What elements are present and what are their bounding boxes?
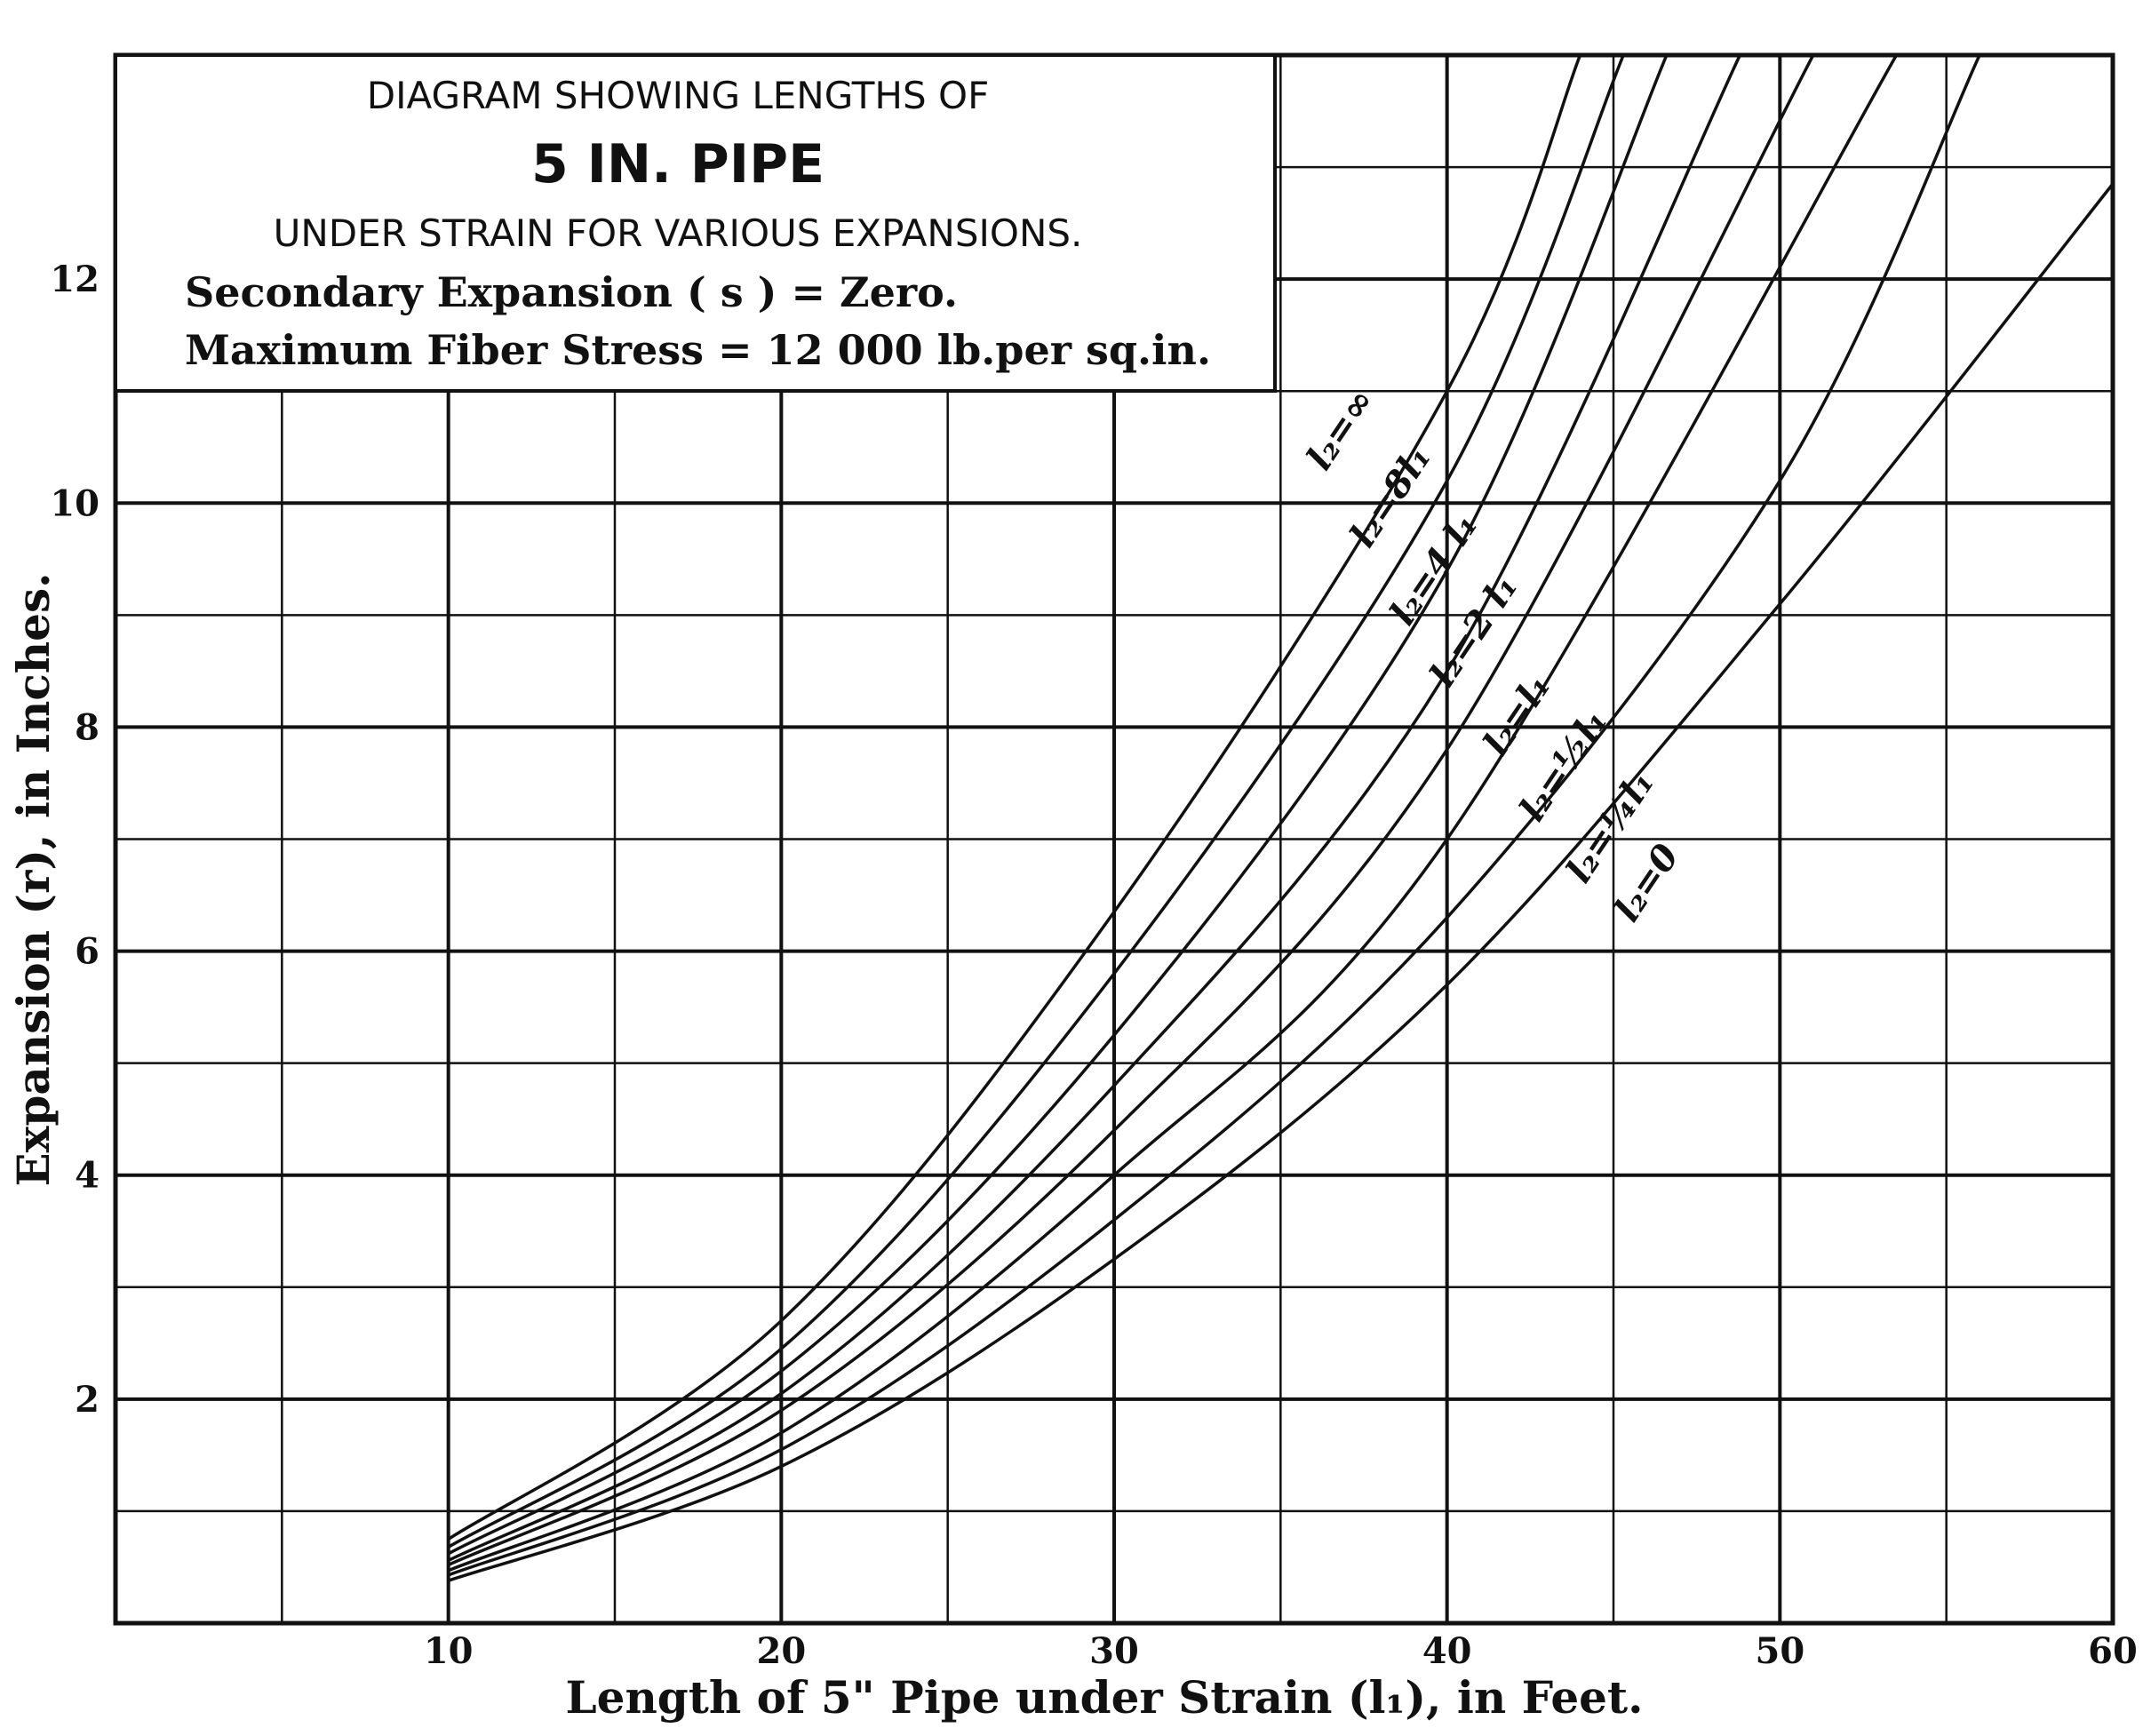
tick-labels: 10 20 30 40 50 60 2 4 6 8 10 12 [50,259,2138,1672]
series-line-5 [448,55,1899,1573]
y-tick-label: 6 [75,931,100,973]
curves [447,55,2113,1582]
x-tick-label: 30 [1089,1630,1139,1672]
series-line-7 [448,182,2113,1582]
x-tick-label: 40 [1422,1630,1472,1672]
x-tick-label: 20 [756,1630,806,1672]
title-line-5: Maximum Fiber Stress = 12 000 lb.per sq.… [185,326,1211,374]
series-line-6 [448,55,1981,1577]
title-line-2: 5 IN. PIPE [531,133,825,195]
title-box [114,53,1277,393]
x-tick-label: 60 [2088,1630,2138,1672]
series-line-2 [447,55,1669,1556]
y-axis-title: Expansion (r), in Inches. [7,572,60,1186]
title-line-3: UNDER STRAIN FOR VARIOUS EXPANSIONS. [274,211,1083,255]
y-tick-label: 8 [75,706,100,748]
curve-label-1: l₂=8l₁ [1342,438,1439,554]
series-line-3 [447,55,1741,1562]
x-tick-label: 50 [1755,1630,1804,1672]
y-tick-label: 12 [50,259,100,300]
title-line-1: DIAGRAM SHOWING LENGTHS OF [367,74,989,117]
series-line-0 [447,55,1582,1541]
curve-label-0: l₂=∞ [1298,381,1382,478]
title-line-4: Secondary Expansion ( s ) = Zero. [185,268,958,316]
x-tick-label: 10 [424,1630,474,1672]
y-tick-label: 10 [50,482,100,524]
series-line-4 [447,55,1815,1566]
series-line-1 [447,55,1625,1549]
y-tick-label: 2 [75,1379,100,1421]
x-axis-title: Length of 5" Pipe under Strain (l₁), in … [565,1671,1643,1724]
y-tick-label: 4 [75,1155,100,1197]
